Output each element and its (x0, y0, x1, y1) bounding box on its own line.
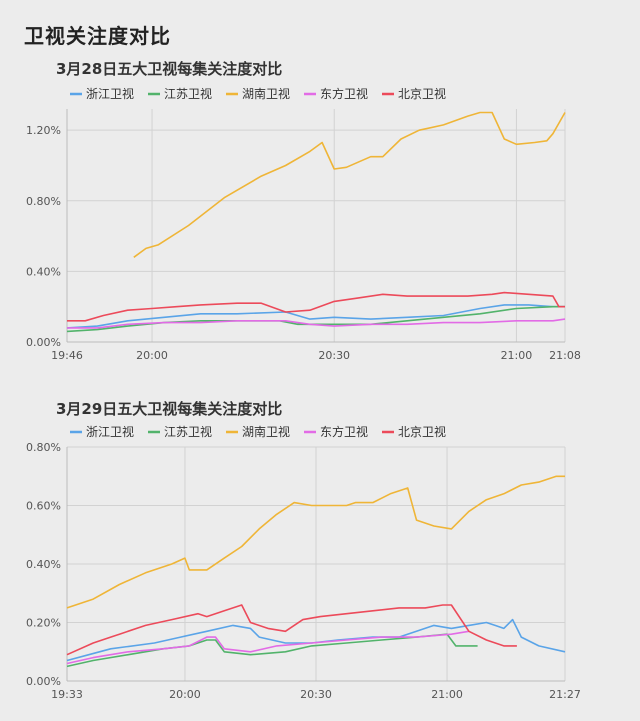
y-tick-label: 1.20% (26, 124, 61, 137)
legend-label: 湖南卫视 (242, 86, 290, 101)
x-tick-label: 19:33 (51, 688, 83, 701)
chart-title-1: 3月29日五大卫视每集关注度对比 (56, 400, 283, 418)
legend-label: 江苏卫视 (164, 424, 212, 439)
series-line-1 (66, 633, 478, 668)
legend-label: 北京卫视 (398, 86, 446, 101)
x-tick-label: 21:00 (501, 349, 533, 362)
series-line-4 (66, 604, 517, 656)
series-line-2 (133, 111, 566, 258)
y-tick-label: 0.00% (26, 336, 61, 349)
chart-title-0: 3月28日五大卫视每集关注度对比 (56, 60, 283, 78)
legend-label: 浙江卫视 (86, 86, 134, 101)
legend-label: 北京卫视 (398, 424, 446, 439)
x-tick-label: 21:27 (549, 688, 581, 701)
x-tick-label: 20:30 (318, 349, 350, 362)
x-tick-label: 19:46 (51, 349, 83, 362)
x-tick-label: 21:08 (549, 349, 581, 362)
x-tick-label: 20:30 (300, 688, 332, 701)
legend-label: 东方卫视 (320, 424, 368, 439)
series-line-4 (67, 291, 565, 322)
line-chart-0: 0.00% 0.40% 0.80% 1.20% 19:46 20:00 20:30 21:00… (26, 86, 581, 362)
y-tick-label: 0.40% (26, 558, 61, 571)
legend-label: 东方卫视 (320, 86, 368, 101)
y-tick-label: 0.60% (26, 500, 61, 513)
series-line-3 (67, 318, 566, 329)
x-tick-label: 20:00 (136, 349, 168, 362)
series-line-3 (66, 630, 470, 665)
y-tick-label: 0.00% (26, 675, 61, 688)
page-title: 卫视关注度对比 (24, 24, 171, 48)
legend-label: 江苏卫视 (164, 86, 212, 101)
y-tick-label: 0.80% (26, 195, 61, 208)
legend-label: 浙江卫视 (86, 424, 134, 439)
series-line-2 (66, 475, 565, 609)
series-line-0 (66, 304, 565, 329)
x-tick-label: 20:00 (169, 688, 201, 701)
y-tick-label: 0.20% (26, 617, 61, 630)
x-tick-label: 21:00 (431, 688, 463, 701)
legend-label: 湖南卫视 (242, 424, 290, 439)
y-tick-label: 0.80% (26, 441, 61, 454)
y-tick-label: 0.40% (26, 265, 61, 278)
